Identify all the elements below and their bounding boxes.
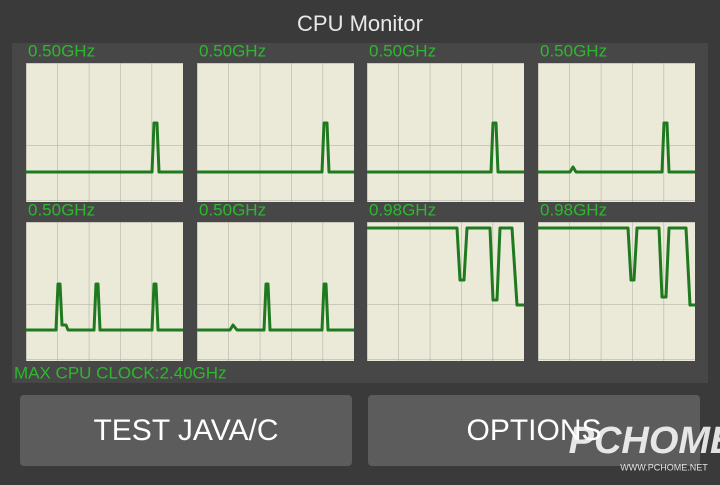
cpu-frequency: 0.50GHz bbox=[28, 200, 95, 219]
button-label[interactable]: OPTIONS bbox=[466, 414, 601, 447]
cpu-frequency: 0.50GHz bbox=[369, 41, 436, 60]
cpu-trace bbox=[197, 121, 354, 174]
graph-grid bbox=[197, 222, 354, 361]
cpu-trace bbox=[26, 282, 183, 332]
max-clock: MAX CPU CLOCK:2.40GHz bbox=[14, 363, 227, 382]
cpu-trace bbox=[538, 121, 695, 174]
cpu-panel: 0.50GHz bbox=[197, 200, 354, 361]
title: CPU Monitor bbox=[297, 11, 423, 36]
cpu-panel: 0.50GHz bbox=[197, 41, 354, 202]
cpu-frequency: 0.98GHz bbox=[540, 200, 607, 219]
cpu-trace bbox=[367, 226, 524, 307]
cpu-frequency: 0.50GHz bbox=[28, 41, 95, 60]
cpu-panel: 0.50GHz bbox=[26, 200, 183, 361]
cpu-frequency: 0.50GHz bbox=[199, 200, 266, 219]
graph-grid bbox=[538, 222, 695, 361]
cpu-frequency: 0.50GHz bbox=[540, 41, 607, 60]
cpu-frequency: 0.98GHz bbox=[369, 200, 436, 219]
cpu-panel: 0.98GHz bbox=[367, 200, 524, 361]
graph-grid bbox=[26, 63, 183, 202]
cpu-panel: 0.98GHz bbox=[538, 200, 695, 361]
watermark: PCHOME bbox=[569, 420, 720, 462]
graph-grid bbox=[197, 63, 354, 202]
button[interactable] bbox=[368, 395, 700, 466]
cpu-panel: 0.50GHz bbox=[538, 41, 695, 202]
cpu-trace bbox=[197, 282, 354, 332]
cpu-trace bbox=[26, 121, 183, 174]
cpu-trace bbox=[367, 121, 524, 174]
button[interactable] bbox=[20, 395, 352, 466]
graph-grid bbox=[26, 222, 183, 361]
cpu-panel: 0.50GHz bbox=[26, 41, 183, 202]
graph-grid bbox=[538, 63, 695, 202]
button-label[interactable]: TEST JAVA/C bbox=[93, 414, 278, 447]
cpu-panel: 0.50GHz bbox=[367, 41, 524, 202]
watermark-url: WWW.PCHOME.NET bbox=[620, 462, 708, 472]
cpu-frequency: 0.50GHz bbox=[199, 41, 266, 60]
cpu-trace bbox=[538, 226, 695, 307]
panels: 0.50GHz 0.50GHz 0.50GHz 0.50GHz 0.50GHz 0.50G… bbox=[26, 41, 695, 361]
graph-grid bbox=[367, 63, 524, 202]
